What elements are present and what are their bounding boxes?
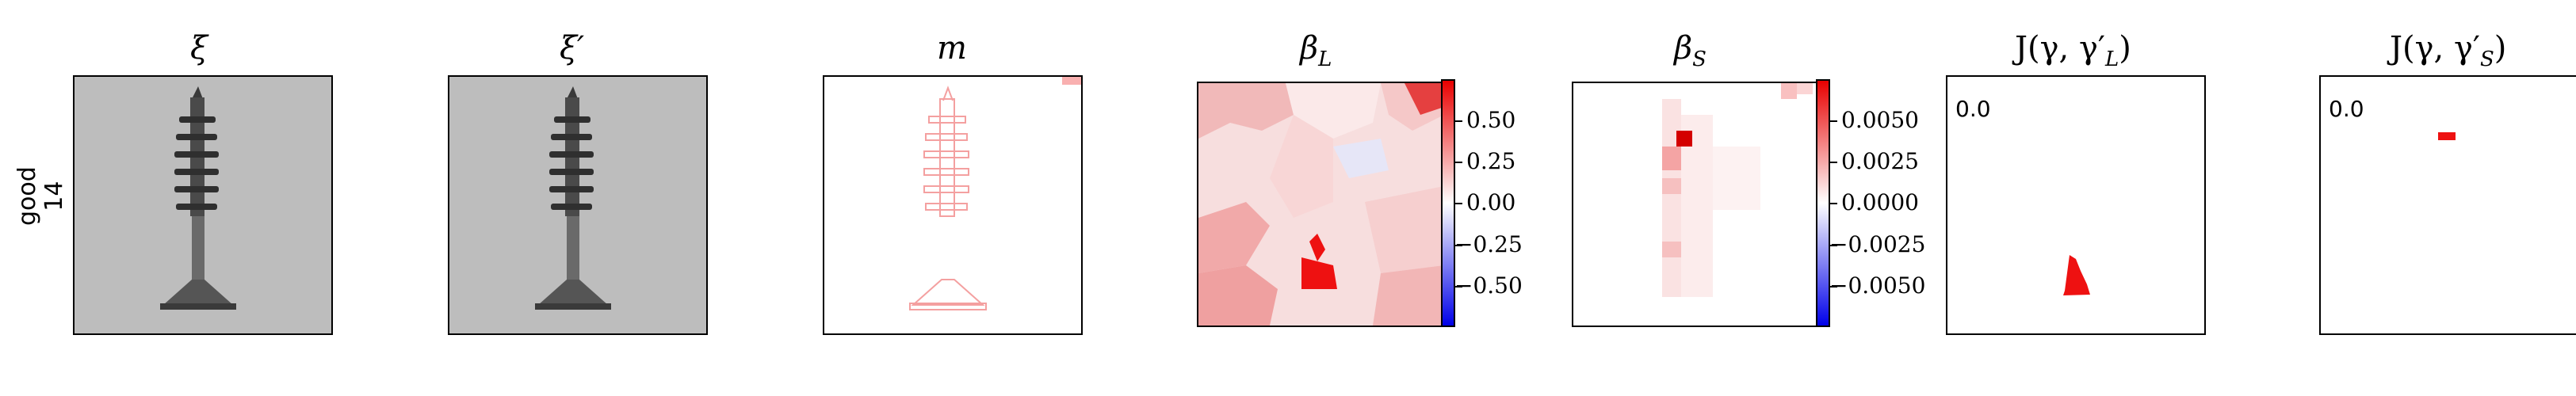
panel-xi (73, 75, 333, 335)
cb-beta-l-tick-0: 0.50 (1466, 107, 1516, 133)
panel-title-beta-l: βL (1300, 30, 1332, 71)
row-label-line1: good (13, 166, 41, 226)
panel-title-xi: ξ (190, 30, 208, 67)
cb-beta-l-tick-1: 0.25 (1466, 148, 1516, 174)
panel-title-xi-prime: ξ′ (560, 30, 585, 67)
beta-s-map (1573, 83, 1819, 326)
row-label-line2: 14 (40, 181, 68, 211)
colorbar-beta-s (1816, 79, 1830, 327)
screw-image-perturbed (449, 77, 706, 333)
panel-beta-s (1572, 82, 1821, 327)
panel-xi-prime (448, 75, 708, 335)
panel-j-l: 0.0 (1946, 75, 2206, 335)
panel-title-m: m (937, 30, 967, 67)
cb-beta-l-tick-2: 0.00 (1466, 189, 1516, 215)
cb-beta-s-tick-2: 0.0000 (1841, 189, 1919, 215)
cb-beta-s-tick-3: −0.0025 (1829, 231, 1926, 257)
panel-title-j-l: J(γ, γ′L) (2015, 30, 2131, 71)
cb-beta-l-tick-4: −0.50 (1454, 272, 1523, 299)
panel-title-beta-s: βS (1674, 30, 1707, 71)
j-s-map (2438, 132, 2456, 140)
colorbar-beta-l (1441, 79, 1455, 327)
screw-image (75, 77, 331, 333)
cb-beta-s-tick-4: −0.0050 (1829, 272, 1926, 299)
mask-image (824, 77, 1081, 333)
panel-j-s: 0.0 (2319, 75, 2576, 335)
panel-beta-l (1197, 82, 1446, 327)
j-l-value: 0.0 (1955, 96, 1991, 122)
cb-beta-s-tick-0: 0.0050 (1841, 107, 1919, 133)
panel-m (823, 75, 1083, 335)
beta-l-map (1198, 83, 1444, 326)
j-s-value: 0.0 (2329, 96, 2364, 122)
cb-beta-s-tick-1: 0.0025 (1841, 148, 1919, 174)
cb-beta-l-tick-3: −0.25 (1454, 231, 1523, 257)
panel-title-j-s: J(γ, γ′S) (2390, 30, 2507, 71)
j-l-map (2063, 255, 2090, 295)
row-label: good 14 (13, 166, 68, 226)
